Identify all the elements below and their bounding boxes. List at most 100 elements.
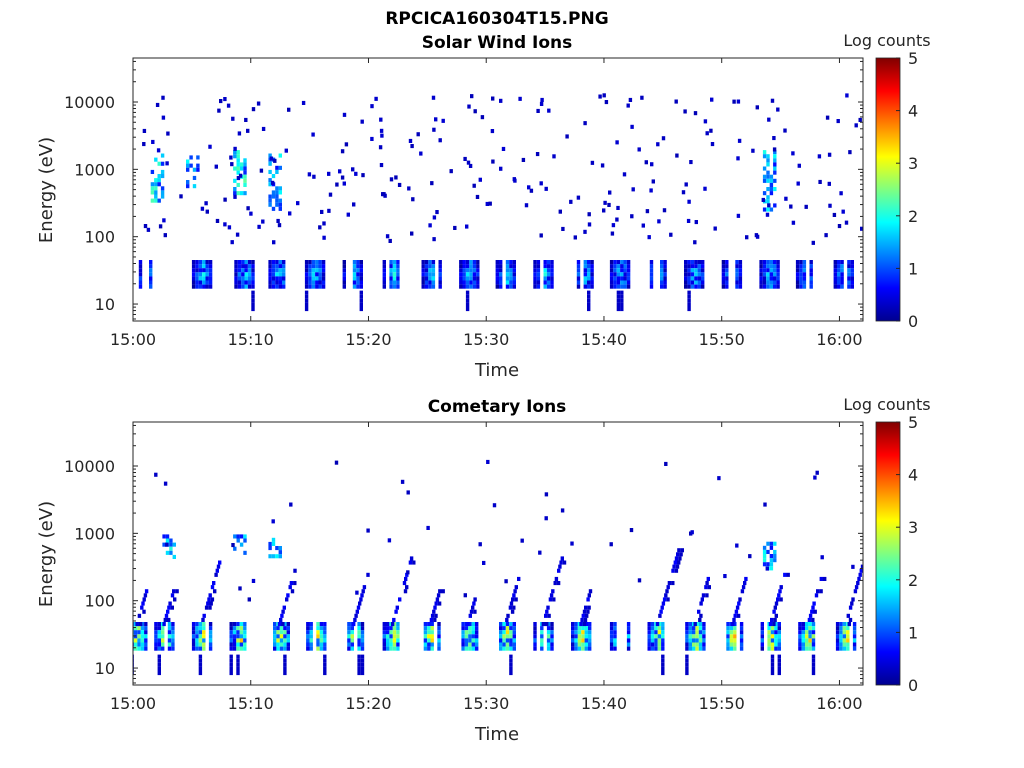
heatmap-cell — [157, 178, 161, 183]
heatmap-cell — [772, 609, 776, 614]
heatmap-cell — [304, 260, 309, 265]
heatmap-cell — [694, 220, 698, 225]
heatmap-cell — [654, 646, 658, 651]
heatmap-cell — [311, 132, 315, 137]
heatmap-cell — [588, 626, 592, 631]
heatmap-cell — [808, 626, 812, 631]
heatmap-cell — [684, 280, 688, 285]
heatmap-cell — [688, 642, 692, 647]
heatmap-cell — [453, 225, 457, 230]
heatmap-cell — [734, 609, 739, 614]
heatmap-cell — [501, 146, 506, 151]
heatmap-cell — [513, 589, 517, 594]
heatmap-cell — [774, 630, 778, 635]
heatmap-cell — [582, 622, 587, 627]
heatmap-cell — [840, 264, 844, 269]
heatmap-cell — [170, 593, 175, 598]
heatmap-cell — [590, 268, 594, 273]
heatmap-cell — [769, 284, 773, 289]
heatmap-cell — [766, 178, 770, 183]
heatmap-cell — [198, 638, 203, 643]
heatmap-cell — [468, 626, 472, 631]
heatmap-cell — [229, 654, 233, 659]
heatmap-cell — [323, 634, 327, 639]
heatmap-cell — [140, 646, 145, 651]
heatmap-cell — [468, 634, 472, 639]
heatmap-cell — [271, 519, 275, 524]
heatmap-cell — [239, 534, 244, 539]
heatmap-cell — [138, 280, 143, 285]
heatmap-cell — [776, 284, 780, 289]
heatmap-cell — [318, 260, 322, 265]
heatmap-cell — [777, 622, 781, 627]
heatmap-cell — [840, 260, 844, 265]
heatmap-cell — [551, 589, 555, 594]
heatmap-cell — [469, 284, 473, 289]
heatmap-cell — [811, 634, 816, 639]
heatmap-cell — [392, 634, 397, 639]
heatmap-cell — [777, 630, 781, 635]
heatmap-cell — [352, 260, 357, 265]
heatmap-cell — [275, 284, 279, 289]
heatmap-cell — [144, 634, 148, 639]
heatmap-cell — [476, 280, 480, 285]
heatmap-cell — [684, 272, 688, 277]
heatmap-cell — [396, 634, 400, 639]
heatmap-cell — [760, 634, 764, 639]
heatmap-cell — [195, 646, 199, 651]
heatmap-cell — [773, 284, 777, 289]
heatmap-cell — [759, 272, 763, 277]
heatmap-cell — [133, 646, 138, 651]
heatmap-cell — [576, 195, 581, 200]
heatmap-cell — [505, 272, 510, 277]
heatmap-cell — [229, 634, 233, 639]
heatmap-cell — [318, 225, 322, 230]
heatmap-cell — [243, 550, 247, 555]
heatmap-cell — [841, 209, 845, 214]
heatmap-cell — [684, 284, 688, 289]
heatmap-cell — [687, 272, 691, 277]
heatmap-cell — [389, 260, 393, 265]
heatmap-cell — [620, 298, 624, 303]
heatmap-cell — [476, 284, 480, 289]
heatmap-cell — [626, 638, 631, 643]
heatmap-cell — [359, 268, 363, 273]
heatmap-cell — [208, 630, 213, 635]
heatmap-cell — [615, 140, 619, 145]
heatmap-cell — [663, 264, 667, 269]
heatmap-cell — [304, 294, 309, 299]
heatmap-cell — [811, 666, 816, 671]
heatmap-cell — [620, 284, 624, 289]
heatmap-cell — [765, 212, 770, 217]
heatmap-cell — [308, 268, 312, 273]
heatmap-cell — [684, 264, 688, 269]
heatmap-cell — [820, 555, 824, 560]
heatmap-cell — [202, 646, 206, 651]
heatmap-cell — [438, 260, 442, 265]
heatmap-cell — [805, 626, 809, 631]
heatmap-cell — [465, 302, 470, 307]
heatmap-cell — [770, 658, 775, 663]
heatmap-cell — [773, 187, 777, 192]
heatmap-cell — [784, 196, 788, 201]
heatmap-cell — [327, 208, 331, 213]
heatmap-cell — [512, 284, 516, 289]
heatmap-cell — [613, 260, 617, 265]
heatmap-cell — [360, 622, 365, 627]
heatmap-cell — [271, 264, 276, 269]
heatmap-cell — [167, 630, 172, 635]
heatmap-cell — [202, 634, 206, 639]
heatmap-cell — [232, 638, 237, 643]
heatmap-cell — [154, 630, 158, 635]
heatmap-cell — [308, 264, 312, 269]
heatmap-cell — [157, 198, 161, 203]
heatmap-cell — [160, 169, 165, 174]
heatmap-cell — [427, 638, 431, 643]
heatmap-cell — [650, 626, 655, 631]
heatmap-cell — [356, 264, 360, 269]
heatmap-cell — [588, 622, 592, 627]
heatmap-cell — [842, 646, 847, 651]
heatmap-cell — [167, 617, 171, 622]
heatmap-cell — [571, 630, 575, 635]
heatmap-cell — [798, 638, 802, 643]
